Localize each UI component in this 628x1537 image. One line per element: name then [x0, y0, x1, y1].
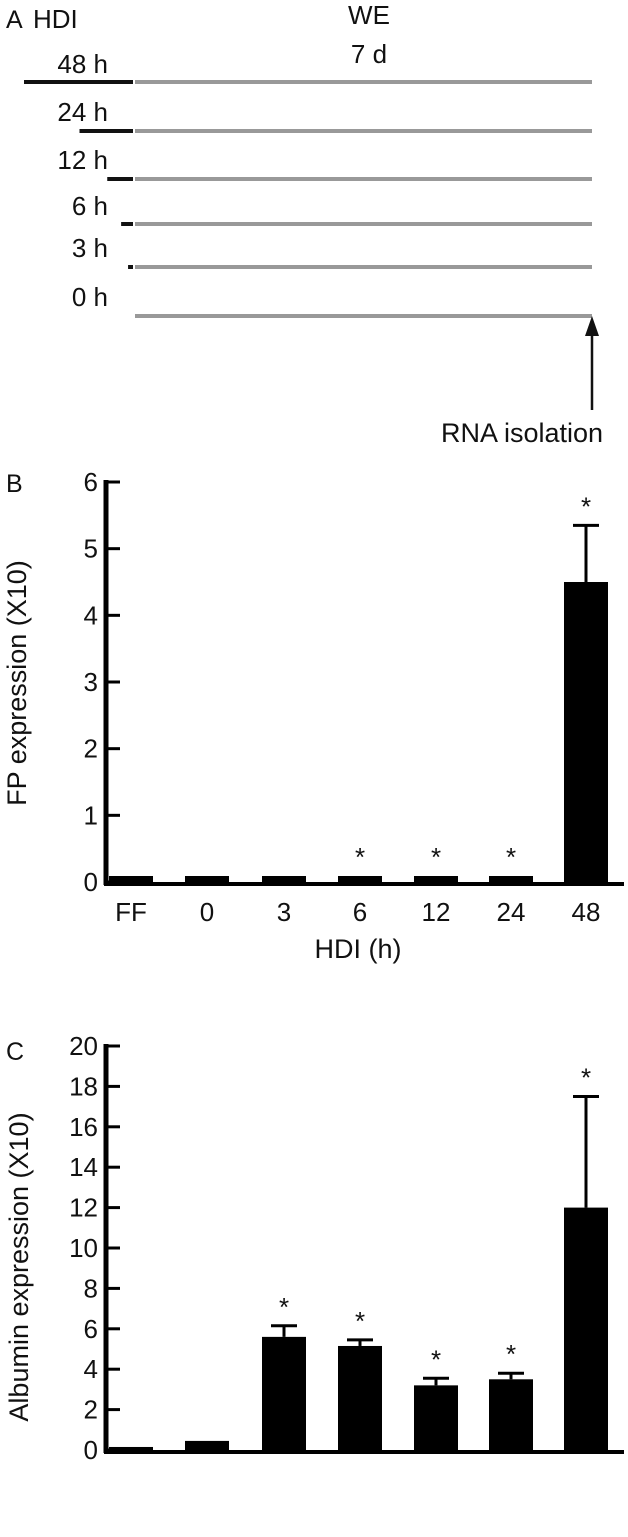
- y-tick-label: 6: [84, 467, 98, 497]
- y-tick-label: 5: [84, 534, 98, 564]
- row-label-3h: 3 h: [72, 233, 108, 263]
- bar-24: [489, 876, 533, 882]
- significance-star-6: *: [355, 1306, 365, 1336]
- y-tick-label: 0: [84, 1435, 98, 1465]
- panel-c-y-axis-label: Albumin expression (X10): [4, 1112, 34, 1421]
- bar-3: [262, 1336, 306, 1450]
- x-tick-label-FF: FF: [115, 897, 147, 927]
- bar-3: [262, 876, 306, 882]
- panel-c-letter: C: [6, 1038, 24, 1066]
- y-tick-label: 8: [84, 1273, 98, 1303]
- y-tick-label: 4: [84, 600, 98, 630]
- we-header: WE: [348, 0, 390, 30]
- y-tick-label: 16: [69, 1112, 98, 1142]
- bar-48: [564, 582, 608, 882]
- panel-b-y-axis-label: FP expression (X10): [2, 560, 32, 806]
- panel-c-bars: * * * * *: [109, 1063, 608, 1450]
- row-label-0h: 0 h: [72, 282, 108, 312]
- y-tick-label: 4: [84, 1354, 98, 1384]
- y-tick-label: 2: [84, 1395, 98, 1425]
- bar-FF: [109, 876, 153, 882]
- y-tick-label: 0: [84, 867, 98, 897]
- significance-star-12: *: [431, 1344, 441, 1374]
- rna-isolation-label: RNA isolation: [441, 418, 603, 448]
- x-tick-label-24: 24: [497, 897, 526, 927]
- x-tick-label-0: 0: [200, 897, 214, 927]
- y-tick-label: 14: [69, 1152, 98, 1182]
- row-label-24h: 24 h: [57, 97, 108, 127]
- x-tick-label-48: 48: [572, 897, 601, 927]
- hdi-header: HDI: [33, 4, 78, 34]
- bar-12: [414, 876, 458, 882]
- bar-48: [564, 1207, 608, 1450]
- y-tick-label: 18: [69, 1071, 98, 1101]
- x-tick-label-12: 12: [422, 897, 451, 927]
- y-tick-label: 2: [84, 734, 98, 764]
- row-label-6h: 6 h: [72, 191, 108, 221]
- bar-24: [489, 1379, 533, 1450]
- panel-b-letter: B: [6, 470, 23, 498]
- significance-star-3: *: [279, 1292, 289, 1322]
- row-label-48h: 48 h: [57, 49, 108, 79]
- panel-c-chart: C Albumin expression (X10) 0 2 4 6 8 10 12 14 16…: [4, 1031, 624, 1465]
- rna-arrow-head: [585, 316, 599, 336]
- panel-b-x-axis-label: HDI (h): [315, 934, 402, 964]
- timeline-rows: 48 h 24 h 12 h 6 h 3 h 0 h: [24, 49, 592, 318]
- panel-b-bars: FF 0 3 * 6 * 12 * 24 * 48: [109, 491, 608, 927]
- y-tick-label: 1: [84, 800, 98, 830]
- y-tick-label: 12: [69, 1193, 98, 1223]
- y-tick-label: 20: [69, 1031, 98, 1061]
- bar-FF: [109, 1446, 153, 1450]
- bar-6: [338, 1345, 382, 1450]
- bar-0: [185, 1440, 229, 1450]
- significance-star-24: *: [506, 1339, 516, 1369]
- panel-b-axes: 0 1 2 3 4 5 6: [84, 467, 624, 897]
- panel-a-timeline: A HDI WE 7 d 48 h 24 h 12 h 6 h 3 h 0 h RNA i…: [6, 0, 603, 448]
- x-tick-label-6: 6: [353, 897, 367, 927]
- significance-star-24: *: [506, 842, 516, 872]
- y-tick-label: 6: [84, 1314, 98, 1344]
- bar-12: [414, 1385, 458, 1450]
- we-duration: 7 d: [351, 39, 387, 69]
- significance-star-48: *: [581, 1063, 591, 1093]
- bar-0: [185, 876, 229, 882]
- panel-a-letter: A: [6, 6, 23, 34]
- x-tick-label-3: 3: [277, 897, 291, 927]
- row-label-12h: 12 h: [57, 145, 108, 175]
- y-tick-label: 3: [84, 667, 98, 697]
- significance-star-12: *: [431, 842, 441, 872]
- panel-c-axes: 0 2 4 6 8 10 12 14 16 18 20: [69, 1031, 624, 1465]
- significance-star-6: *: [355, 842, 365, 872]
- bar-6: [338, 876, 382, 882]
- significance-star-48: *: [581, 491, 591, 521]
- y-tick-label: 10: [69, 1233, 98, 1263]
